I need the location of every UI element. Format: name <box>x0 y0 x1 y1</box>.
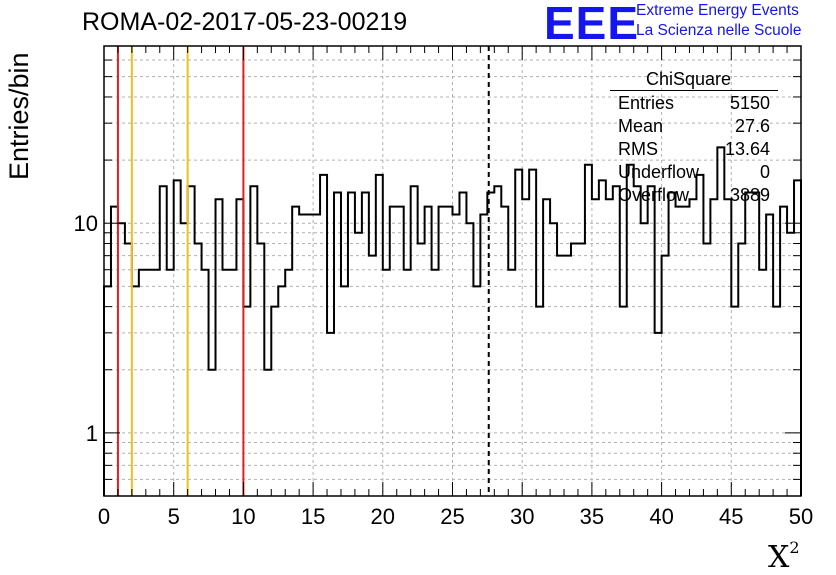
stats-key: RMS <box>618 139 658 159</box>
stats-key: Entries <box>618 93 675 113</box>
y-tick-label: 10 <box>74 211 98 236</box>
stats-value: 27.6 <box>734 116 770 136</box>
x-tick-label: 40 <box>649 504 673 529</box>
x-tick-label: 25 <box>440 504 464 529</box>
logo-caption-line2: La Scienza nelle Scuole <box>636 22 802 39</box>
x-tick-label: 35 <box>580 504 604 529</box>
x-tick-label: 20 <box>371 504 395 529</box>
stats-value: 13.64 <box>724 139 770 159</box>
x-tick-label: 30 <box>510 504 534 529</box>
x-tick-label: 45 <box>719 504 743 529</box>
stats-value: 0 <box>759 162 770 182</box>
stats-value: 5150 <box>729 93 770 113</box>
stats-key: Underflow <box>618 162 700 182</box>
plot-title: ROMA-02-2017-05-23-00219 <box>82 8 408 36</box>
logo-caption-line1: Extreme Energy Events <box>636 2 799 19</box>
stats-key: Mean <box>618 116 664 136</box>
x-tick-label: 5 <box>168 504 180 529</box>
x-axis-label: X2 <box>768 538 800 575</box>
histogram-series <box>103 146 802 496</box>
stats-box-title: ChiSquare <box>646 69 732 89</box>
x-tick-label: 0 <box>98 504 110 529</box>
y-tick-label: 1 <box>86 421 98 446</box>
x-tick-label: 15 <box>301 504 325 529</box>
stats-value: 3889 <box>729 185 770 205</box>
y-axis-label: Entries/bin <box>4 52 34 180</box>
eee-logo: EEE <box>544 0 640 49</box>
x-tick-label: 10 <box>231 504 255 529</box>
x-tick-label: 50 <box>789 504 813 529</box>
stats-box-divider <box>610 90 778 91</box>
stats-key: Overflow <box>618 185 690 205</box>
